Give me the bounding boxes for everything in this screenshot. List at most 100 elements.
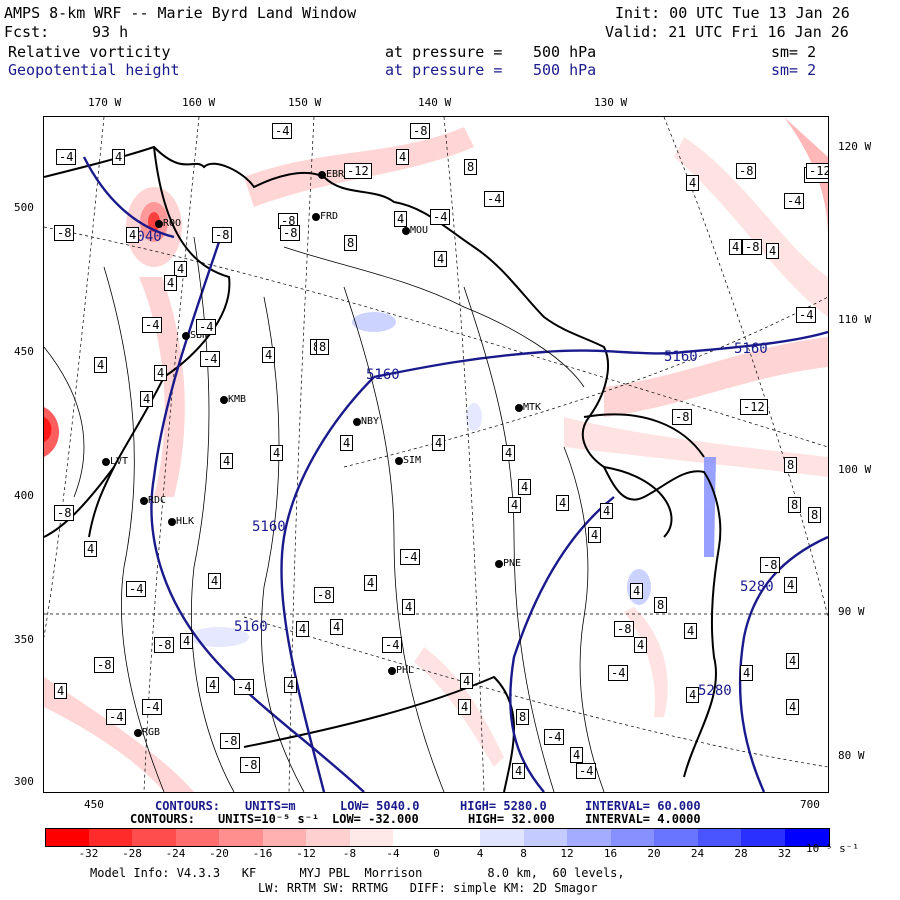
vorticity-contour-label: 4 <box>588 527 602 543</box>
vorticity-contour-label: 4 <box>634 637 648 653</box>
colorbar-swatch <box>741 828 785 847</box>
map-title: AMPS 8-km WRF -- Marie Byrd Land Window <box>4 4 357 22</box>
field2-pressure-label: at pressure = <box>385 61 503 79</box>
station-label: HLK <box>176 516 195 527</box>
vorticity-contour-label: -8 <box>94 657 115 673</box>
vorticity-contour-label: 4 <box>740 665 754 681</box>
lon-label-right: 100 W <box>838 463 872 476</box>
colorbar-tick-label: 24 <box>690 847 705 860</box>
lon-label-top: 160 W <box>182 96 216 109</box>
vorticity-contour-label: 8 <box>516 709 530 725</box>
station-marker <box>515 404 523 412</box>
station-marker <box>168 518 176 526</box>
vorticity-contour-label: 4 <box>686 687 700 703</box>
height-contour-label: 5160 <box>366 367 400 383</box>
vorticity-contour-label: -8 <box>280 225 301 241</box>
colorbar-swatch <box>349 828 394 847</box>
vorticity-contour-label: -4 <box>106 709 127 725</box>
station-marker <box>312 213 320 221</box>
colorbar-tick-label: -24 <box>165 847 186 860</box>
vorticity-contour-label: 8 <box>808 507 822 523</box>
vorticity-contour-label: 4 <box>502 445 516 461</box>
lon-label-right: 110 W <box>838 313 872 326</box>
vorticity-contour-label: 4 <box>112 149 126 165</box>
vorticity-contour-label: -8 <box>220 733 241 749</box>
height-contour-label: 5160 <box>234 619 268 635</box>
vorticity-contour-label: 4 <box>684 623 698 639</box>
vorticity-contour-interval: INTERVAL= 4.0000 <box>585 812 701 826</box>
station-label: EBR <box>326 169 345 180</box>
colorbar-swatch <box>262 828 307 847</box>
vorticity-contour-label: -4 <box>576 763 597 779</box>
vorticity-contour-label: 4 <box>434 251 448 267</box>
vorticity-contour-label: 4 <box>126 227 140 243</box>
lon-label-top: 170 W <box>88 96 122 109</box>
height-contour-label: 5160 <box>664 349 698 365</box>
colorbar-swatch <box>88 828 133 847</box>
vorticity-contour-label: -8 <box>212 227 233 243</box>
vorticity-contour-label: 8 <box>788 497 802 513</box>
station-marker <box>495 560 503 568</box>
model-physics-info: LW: RRTM SW: RRTMG DIFF: simple KM: 2D S… <box>258 881 598 895</box>
height-contour-low: LOW= 5040.0 <box>340 799 420 813</box>
vorticity-contour-label: -8 <box>736 163 757 179</box>
station-marker <box>395 457 403 465</box>
grid-tick-left: 300 <box>14 775 34 788</box>
colorbar-swatch <box>132 828 176 847</box>
map-canvas <box>44 117 828 792</box>
vorticity-contour-label: -4 <box>484 191 505 207</box>
vorticity-contour-label: 8 <box>654 597 668 613</box>
lon-label-right: 90 W <box>838 605 865 618</box>
vorticity-contour-label: 4 <box>180 633 194 649</box>
colorbar-swatch <box>784 828 830 847</box>
vorticity-contour-label: -12 <box>344 163 372 179</box>
colorbar-tick-label: 28 <box>734 847 748 860</box>
station-label: RGB <box>142 727 161 738</box>
vorticity-contour-label: 4 <box>766 243 780 259</box>
vorticity-contour-label: 4 <box>460 673 474 689</box>
colorbar-swatch <box>567 828 611 847</box>
vorticity-contour-label: 4 <box>340 435 354 451</box>
vorticity-contour-label: 4 <box>206 677 220 693</box>
vorticity-contour-label: 4 <box>94 357 108 373</box>
colorbar-swatch <box>45 828 90 847</box>
vorticity-contour-low: LOW= -32.000 <box>332 812 419 826</box>
lon-label-top: 140 W <box>418 96 452 109</box>
vorticity-contour-label: 8 <box>344 235 358 251</box>
vorticity-contour-label: 4 <box>296 621 310 637</box>
vorticity-contour-label: 4 <box>364 575 378 591</box>
vorticity-contour-label: 4 <box>262 347 276 363</box>
colorbar-swatch <box>175 828 220 847</box>
vorticity-contour-label: -4 <box>272 123 293 139</box>
vorticity-contour-label: -8 <box>240 757 261 773</box>
colorbar-swatch <box>436 828 481 847</box>
station-label: RDC <box>148 495 167 506</box>
init-time: Init: 00 UTC Tue 13 Jan 26 <box>615 4 850 22</box>
colorbar-swatch <box>610 828 655 847</box>
vorticity-contour-label: 4 <box>784 577 798 593</box>
field1-smoothing: sm= 2 <box>771 43 817 61</box>
colorbar-swatch <box>697 828 742 847</box>
station-label: SBH <box>190 330 209 341</box>
field2-smoothing: sm= 2 <box>771 61 817 79</box>
lon-label-right: 80 W <box>838 749 865 762</box>
vorticity-contour-label: -4 <box>142 699 163 715</box>
vorticity-contour-label: -4 <box>142 317 163 333</box>
grid-tick-left: 500 <box>14 201 34 214</box>
height-contour-label: 5280 <box>698 683 732 699</box>
vorticity-contour-label: 4 <box>686 175 700 191</box>
vorticity-contour-label: 8 <box>784 457 798 473</box>
colorbar-tick-label: 20 <box>647 847 661 860</box>
field1-pressure-label: at pressure = <box>385 43 503 61</box>
colorbar-swatch <box>393 828 437 847</box>
vorticity-contour-units: UNITS=10⁻⁵ s⁻¹ <box>218 812 320 826</box>
station-label: SIM <box>403 455 422 466</box>
vorticity-contour-label: 4 <box>458 699 472 715</box>
vorticity-contour-label: -8 <box>742 239 763 255</box>
colorbar-swatch <box>219 828 263 847</box>
grid-tick-bottom: 700 <box>800 798 820 811</box>
vorticity-contour-label: -4 <box>430 209 451 225</box>
forecast-hour-label: Fcst: <box>4 23 50 41</box>
station-label: MTK <box>523 402 542 413</box>
vorticity-contour-label: -4 <box>382 637 403 653</box>
